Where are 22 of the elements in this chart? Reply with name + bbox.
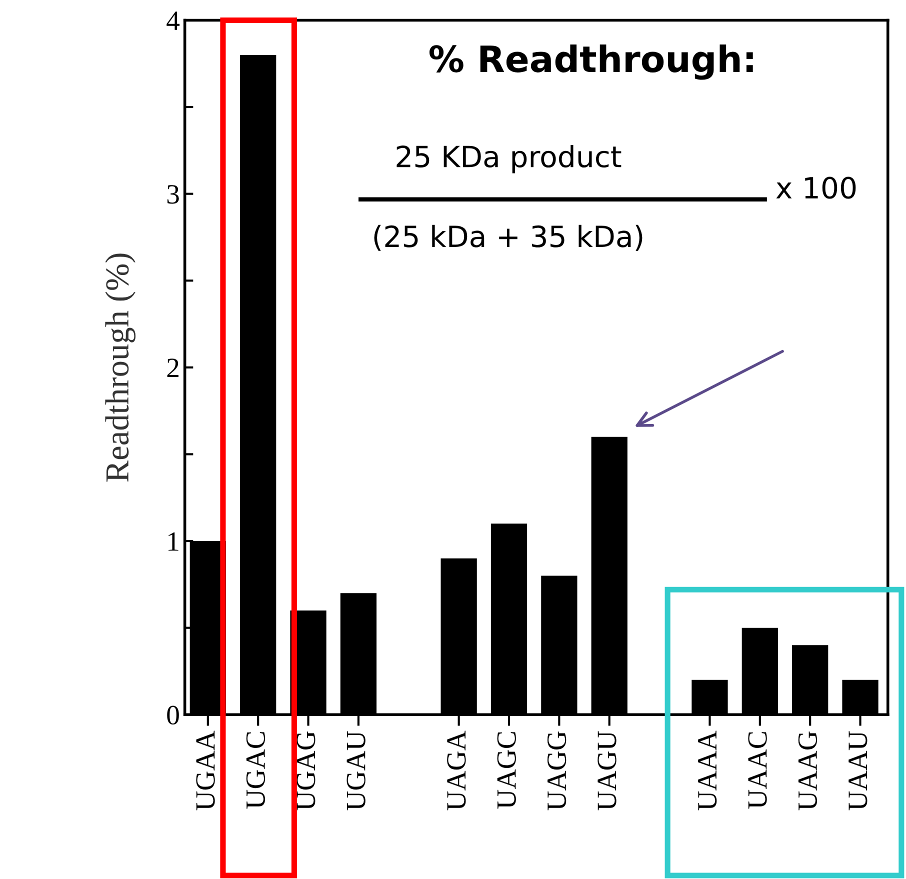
y-tick-label: 1 (168, 532, 178, 551)
y-tick-label: 0 (167, 706, 179, 725)
x-tick-label: UGAA (196, 730, 215, 810)
x-tick-label: UAAC (748, 732, 767, 809)
x-tick-label: UAAG (798, 731, 818, 810)
x-tick-label: UAGC (497, 732, 516, 809)
annotation: x 100 (776, 176, 856, 199)
x-tick-label: UAAA (698, 730, 717, 810)
y-axis-title: Readthrough (%) (105, 254, 136, 482)
x-tick-label: UGAG (296, 731, 316, 810)
y-tick-label: 3 (167, 185, 179, 204)
x-tick-label: UAGU (598, 731, 616, 810)
annotation: (25 kDa + 35 kDa) (374, 224, 642, 251)
x-tick-label: UAGG (547, 731, 566, 810)
annotation: 25 KDa product (396, 144, 622, 174)
x-tick-label: UAAU (848, 731, 868, 810)
x-tick-label: UAGA (447, 730, 466, 810)
x-tick-label: UGAC (246, 732, 266, 809)
x-tick-label: UGAU (346, 731, 366, 810)
y-tick-label: 4 (166, 12, 180, 30)
text: % Readthrough: (429, 44, 753, 80)
y-tick-label: 2 (167, 358, 178, 378)
